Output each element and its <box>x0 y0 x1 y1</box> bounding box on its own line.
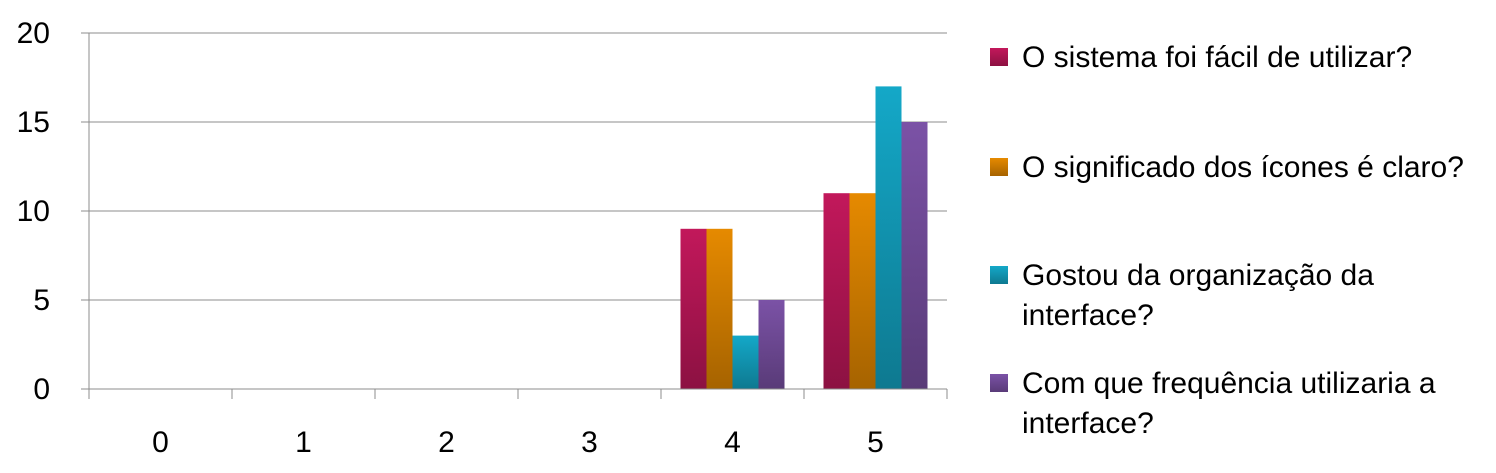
y-tick-label: 0 <box>33 373 50 406</box>
tick-labels: 0 5 10 15 20 0 1 2 3 4 5 <box>17 17 884 459</box>
legend-item: Gostou da organização da interface? <box>990 256 1482 336</box>
bar <box>823 193 850 389</box>
y-tick-label: 5 <box>33 284 50 317</box>
bars <box>680 86 928 390</box>
legend-label: Com que frequência utilizaria a interfac… <box>1022 367 1436 440</box>
bar <box>680 228 707 389</box>
bar <box>849 193 876 389</box>
legend-swatch <box>990 48 1008 66</box>
bar <box>758 300 785 389</box>
x-tick-label: 2 <box>438 426 455 459</box>
x-tick-label: 0 <box>152 426 169 459</box>
y-tick-label: 10 <box>17 195 50 228</box>
x-tick-label: 3 <box>581 426 598 459</box>
legend-label: O significado dos ícones é claro? <box>1022 151 1464 184</box>
gridlines <box>89 32 947 390</box>
legend-swatch <box>990 266 1008 284</box>
legend-label: O sistema foi fácil de utilizar? <box>1022 41 1413 74</box>
legend-item: O significado dos ícones é claro? <box>990 148 1482 188</box>
x-tick-label: 5 <box>867 426 884 459</box>
axes <box>81 32 948 399</box>
legend-item: O sistema foi fácil de utilizar? <box>990 38 1482 78</box>
y-tick-label: 15 <box>17 106 50 139</box>
x-tick-label: 4 <box>724 426 741 459</box>
y-tick-label: 20 <box>17 17 50 50</box>
x-tick-label: 1 <box>295 426 312 459</box>
bar <box>706 228 733 389</box>
bar <box>875 86 902 390</box>
legend-swatch <box>990 158 1008 176</box>
bar <box>732 335 759 389</box>
bar <box>901 122 928 389</box>
legend-swatch <box>990 374 1008 392</box>
legend-item: Com que frequência utilizaria a interfac… <box>990 364 1482 444</box>
legend-label: Gostou da organização da interface? <box>1022 259 1374 332</box>
